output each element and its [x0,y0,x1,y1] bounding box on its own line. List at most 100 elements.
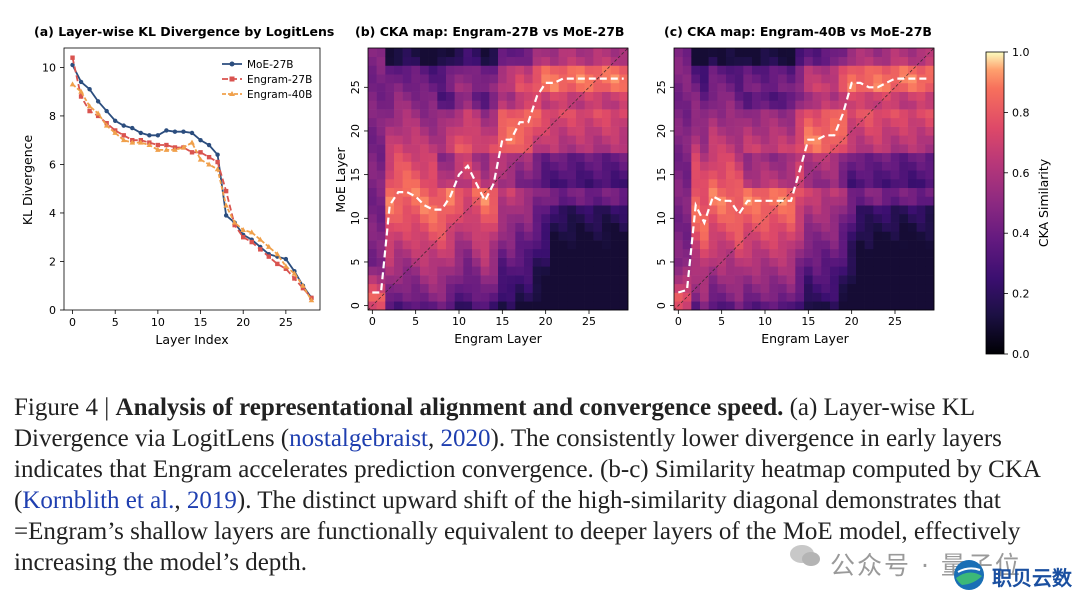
heatmap-cell [856,117,865,127]
heatmap-cell [830,74,839,84]
heatmap-cell [674,117,683,127]
heatmap-cell [558,213,568,223]
heatmap-cell [541,74,551,84]
heatmap-cell [558,135,568,145]
heatmap-cell [524,74,533,84]
heatmap-cell [428,196,438,206]
heatmap-cell [472,222,481,232]
citation-kornblith-year[interactable]: 2019 [186,487,237,514]
heatmap-cell [437,292,447,302]
heatmap-cell [541,257,551,267]
heatmap-cell [472,135,481,145]
heatmap-cell [428,248,438,258]
heatmap-cell [882,48,891,58]
heatmap-cell [428,283,438,293]
heatmap-cell [691,248,701,258]
heatmap-cell [743,231,753,241]
heatmap-cell [890,248,900,258]
heatmap-cell [411,283,421,293]
heatmap-cell [454,135,464,145]
heatmap-cell [778,266,787,276]
heatmap-cell [856,82,865,92]
heatmap-cell [786,248,796,258]
heatmap-cell [882,135,891,145]
data-point [189,150,195,155]
heatmap-cell [743,74,753,84]
data-point [283,256,289,262]
data-point [257,236,264,242]
heatmap-cell [795,231,805,241]
heatmap-cell [795,266,805,276]
heatmap-cell [506,91,516,101]
data-point [155,146,161,152]
heatmap-cell [428,152,438,162]
y-tick-label: 25 [349,80,362,94]
heatmap-cell [584,266,594,276]
heatmap-cell [498,48,507,58]
figure-number: Figure 4 | [14,394,110,421]
heatmap-cell [567,65,577,75]
heatmap-cell [812,48,822,58]
heatmap-cell [786,109,796,119]
heatmap-cell [541,152,551,162]
heatmap-cell [786,240,796,250]
heatmap-cell [743,144,753,154]
heatmap-cell [778,301,787,311]
heatmap-cell [558,144,568,154]
heatmap-cell [437,109,447,119]
heatmap-cell [899,82,909,92]
colorbar-tick-label: 0.6 [1012,167,1030,180]
heatmap-cell [489,144,499,154]
heatmap-cell [830,213,839,223]
heatmap-cell [602,144,611,154]
heatmap-cell [610,231,620,241]
heatmap-cell [838,179,848,189]
heatmap-cell [576,257,585,267]
citation-kornblith-name[interactable]: Kornblith et al. [22,487,175,514]
heatmap-cell [550,275,559,285]
heatmap-cell [593,240,603,250]
heatmap-cell [584,48,594,58]
heatmap-cell [752,179,761,189]
heatmap-cell [734,179,744,189]
heatmap-cell [778,205,787,215]
heatmap-cell [368,144,377,154]
heatmap-cell [610,179,620,189]
heatmap-cell [602,222,611,232]
heatmap-cell [558,126,568,136]
heatmap-cell [682,222,692,232]
heatmap-cell [454,266,464,276]
heatmap-cell [524,135,533,145]
heatmap-cell [830,248,839,258]
heatmap-cell [498,196,507,206]
data-point [283,263,289,269]
heatmap-cell [804,126,813,136]
x-tick-label: 25 [279,316,293,329]
heatmap-cell [717,135,727,145]
heatmap-cell [619,152,629,162]
heatmap-cell [708,213,718,223]
heatmap-cell [717,196,727,206]
heatmap-cell [743,48,753,58]
heatmap-cell [674,266,683,276]
heatmap-cell [541,205,551,215]
heatmap-cell [847,82,857,92]
heatmap-cell [838,74,848,84]
heatmap-cell [778,144,787,154]
heatmap-cell [437,135,447,145]
heatmap-cell [847,65,857,75]
heatmap-cell [830,152,839,162]
heatmap-cell [847,135,857,145]
heatmap-cell [856,179,865,189]
data-point [240,226,246,232]
heatmap-cell [734,187,744,197]
heatmap-cell [420,205,429,215]
x-tick-label: 10 [452,315,466,328]
citation-nostalgebraist-name[interactable]: nostalgebraist [289,425,428,452]
heatmap-cell [856,144,865,154]
heatmap-cell [786,161,796,171]
heatmap-cell [674,126,683,136]
citation-nostalgebraist-year[interactable]: 2020 [440,425,491,452]
heatmap-cell [524,240,533,250]
heatmap-cell [584,283,594,293]
